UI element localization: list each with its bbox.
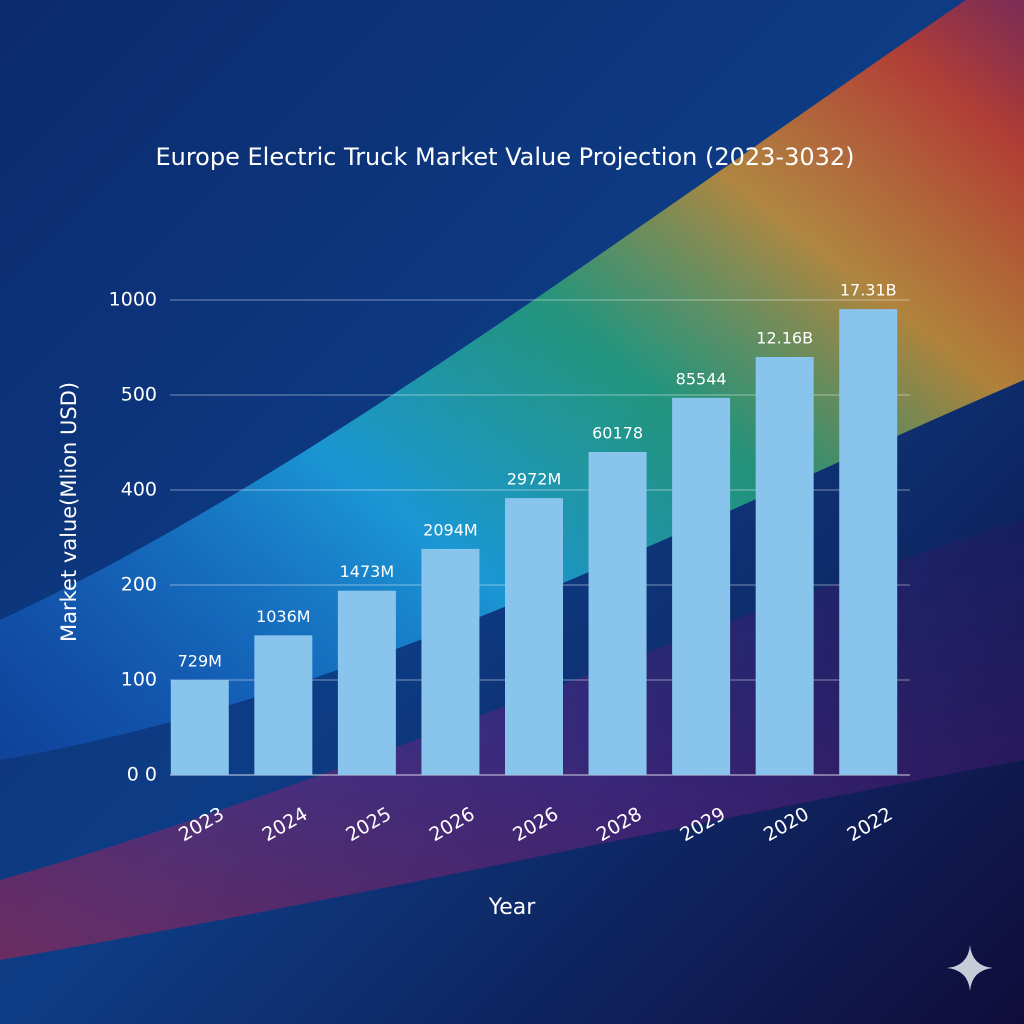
bar-label: 2094M (423, 520, 478, 539)
bar (337, 590, 396, 775)
bar (254, 635, 313, 775)
bar-label: 85544 (676, 369, 727, 388)
y-tick-label: 0 0 (127, 764, 157, 786)
y-tick-label: 400 (121, 479, 157, 501)
bar-label: 2972M (507, 470, 562, 489)
bar-label: 17.31B (840, 281, 897, 300)
bar-label: 1473M (340, 562, 395, 581)
bar (170, 680, 229, 775)
x-axis-title: Year (488, 895, 537, 920)
bar-label: 12.16B (756, 329, 813, 348)
y-tick-label: 500 (121, 384, 157, 406)
background-streak (0, 0, 1024, 760)
bar (839, 309, 898, 775)
bar-label: 729M (178, 652, 222, 671)
bar-label: 1036M (256, 607, 311, 626)
y-tick-label: 200 (121, 574, 157, 596)
chart-title: Europe Electric Truck Market Value Proje… (155, 143, 854, 171)
bar (672, 397, 731, 775)
y-tick-label: 100 (121, 669, 157, 691)
y-tick-label: 1000 (109, 289, 157, 311)
bar (505, 498, 563, 775)
bar (421, 548, 480, 775)
bar (755, 357, 814, 775)
y-axis-title: Market value(Mlion USD) (57, 382, 81, 642)
sparkle-icon (947, 945, 993, 991)
bar-label: 60178 (592, 424, 643, 443)
bar (588, 452, 647, 775)
